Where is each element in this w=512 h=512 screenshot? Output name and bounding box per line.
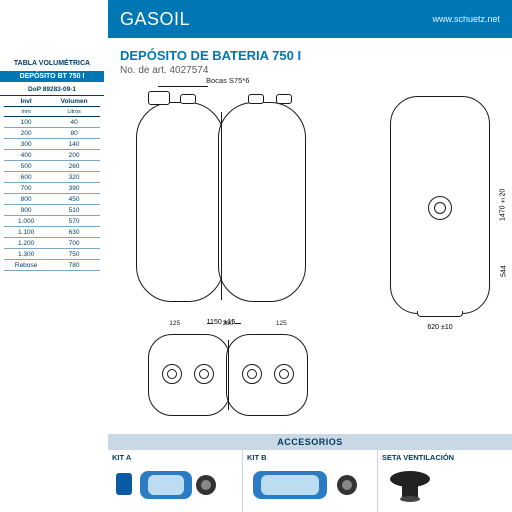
outlet-port-icon <box>428 196 452 220</box>
kit-b-cell: KIT B <box>243 450 378 512</box>
table-row: 800450 <box>4 194 100 205</box>
table-row: 600320 <box>4 172 100 183</box>
front-seam <box>221 112 222 300</box>
front-view: Bocas S75*6 1150 ±15 <box>136 102 306 312</box>
cell-litres: 140 <box>48 139 100 150</box>
cell-litres: 700 <box>48 238 100 249</box>
cell-litres: 630 <box>48 227 100 238</box>
header-url: www.schuetz.net <box>432 14 500 24</box>
cell-litres: 390 <box>48 183 100 194</box>
volumetric-sidebar: TABLA VOLUMÉTRICA DEPÓSITO BT 750 I DoP … <box>0 54 104 271</box>
table-row: 1.100630 <box>4 227 100 238</box>
product-head: DEPÓSITO DE BATERIA 750 I No. de art. 40… <box>108 38 512 82</box>
cell-litres: 40 <box>48 117 100 128</box>
col-level: Invl <box>4 96 48 107</box>
cell-litres: 450 <box>48 194 100 205</box>
port-icon <box>274 364 294 384</box>
cell-mm: 100 <box>4 117 48 128</box>
cell-mm: 300 <box>4 139 48 150</box>
table-row: 10040 <box>4 117 100 128</box>
kit-a-cell: KIT A <box>108 450 243 512</box>
kit-a-icon <box>112 465 222 505</box>
port-icon <box>162 364 182 384</box>
col-level-unit: mm <box>4 107 48 117</box>
seta-cell: SETA VENTILACIÓN <box>378 450 512 512</box>
accessories-row: KIT A KIT B SETA VENTILACIÓN <box>108 450 512 512</box>
table-row: Rebose780 <box>4 260 100 271</box>
table-row: 300140 <box>4 139 100 150</box>
port-icon <box>242 364 262 384</box>
cell-litres: 320 <box>48 172 100 183</box>
cell-litres: 510 <box>48 205 100 216</box>
cell-litres: 260 <box>48 161 100 172</box>
kit-b-title: KIT B <box>247 453 373 462</box>
cell-mm: 700 <box>4 183 48 194</box>
dim-port-height: 544 <box>495 229 512 313</box>
cell-mm: 600 <box>4 172 48 183</box>
header-title: GASOIL <box>120 9 190 30</box>
cell-mm: 1.200 <box>4 238 48 249</box>
product-title: DEPÓSITO DE BATERIA 750 I <box>120 48 500 63</box>
vent-cap-icon <box>382 465 452 505</box>
cap-icon <box>180 94 196 104</box>
sidebar-dop: DoP 89283-09-1 <box>0 82 104 96</box>
boca-label: Bocas S75*6 <box>206 76 249 85</box>
cell-litres: 750 <box>48 249 100 260</box>
sidebar-title: TABLA VOLUMÉTRICA <box>0 54 104 71</box>
cell-mm: 500 <box>4 161 48 172</box>
cell-litres: 200 <box>48 150 100 161</box>
front-lobe-left <box>136 102 224 302</box>
top-seam <box>228 340 229 410</box>
technical-drawings: Bocas S75*6 1150 ±15 1470 ±20 544 620 ±1… <box>118 82 498 422</box>
dim-side-width: 620 ±10 <box>397 324 483 331</box>
accessories-heading: ACCESORIOS <box>108 434 512 450</box>
kit-a-title: KIT A <box>112 453 238 462</box>
port-icon <box>194 364 214 384</box>
table-row: 1.300750 <box>4 249 100 260</box>
table-row: 400200 <box>4 150 100 161</box>
tank-foot <box>417 311 463 317</box>
cell-mm: 1.300 <box>4 249 48 260</box>
cell-mm: 800 <box>4 194 48 205</box>
table-row: 900510 <box>4 205 100 216</box>
cell-mm: 200 <box>4 128 48 139</box>
col-volume-unit: Litros <box>48 107 100 117</box>
front-lobe-right <box>218 102 306 302</box>
sidebar-model: DEPÓSITO BT 750 I <box>0 71 104 82</box>
kit-b-icon <box>247 465 367 505</box>
dim-top-2: 360 <box>201 320 254 327</box>
page-header: GASOIL www.schuetz.net <box>108 0 512 38</box>
dim-top-1: 125 <box>148 320 201 327</box>
cell-mm: 900 <box>4 205 48 216</box>
side-view: 1470 ±20 544 620 ±10 <box>390 96 490 314</box>
table-row: 1.000570 <box>4 216 100 227</box>
table-row: 1.200700 <box>4 238 100 249</box>
cell-mm: 1.000 <box>4 216 48 227</box>
cell-litres: 570 <box>48 216 100 227</box>
table-row: 700390 <box>4 183 100 194</box>
table-row: 500260 <box>4 161 100 172</box>
product-article: No. de art. 4027574 <box>120 65 500 76</box>
cap-icon <box>276 94 292 104</box>
brand-logo-slot <box>0 0 108 38</box>
cap-icon <box>148 91 170 105</box>
cell-litres: 780 <box>48 260 100 271</box>
seta-title: SETA VENTILACIÓN <box>382 453 508 462</box>
accessories-section: ACCESORIOS KIT A KIT B SETA VENTILACIÓN <box>108 434 512 512</box>
cap-icon <box>248 94 264 104</box>
table-row: 20080 <box>4 128 100 139</box>
cell-mm: 1.100 <box>4 227 48 238</box>
cell-mm: 400 <box>4 150 48 161</box>
top-lobe-left <box>148 334 230 416</box>
top-dimensions: 125 360 125 <box>148 320 308 327</box>
dim-top-3: 125 <box>255 320 308 327</box>
col-volume: Volumen <box>48 96 100 107</box>
volumetric-table: Invl Volumen mm Litros 10040200803001404… <box>4 96 100 271</box>
top-lobe-right <box>226 334 308 416</box>
cell-litres: 80 <box>48 128 100 139</box>
cell-mm: Rebose <box>4 260 48 271</box>
top-view: 125 360 125 <box>148 334 308 416</box>
